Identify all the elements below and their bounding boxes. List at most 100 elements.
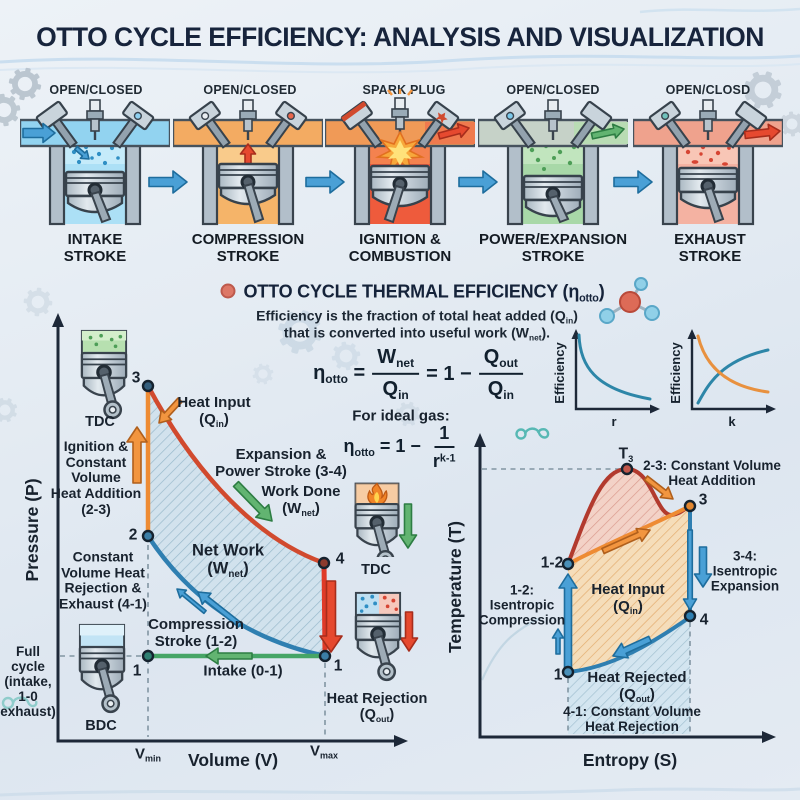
squiggle-icon bbox=[1, 696, 38, 710]
heat-addition-arrow bbox=[126, 426, 148, 484]
fraction-wnet-qin: Wnet Qin bbox=[372, 346, 420, 402]
pv-point-2 bbox=[141, 529, 155, 543]
ts-point-1-label: 1 bbox=[553, 666, 563, 684]
rejection-down-arrow bbox=[399, 611, 419, 652]
stroke-name: EXHAUST STROKE bbox=[674, 230, 746, 265]
mini-chart-xlabel: k bbox=[728, 414, 736, 429]
engine-cylinder-intake bbox=[20, 99, 170, 226]
pv-point-4 bbox=[317, 556, 331, 570]
ts-rejection-arrow bbox=[612, 635, 653, 659]
mini-chart-ylabel: Efficiency bbox=[668, 342, 683, 404]
efficiency-k-falling-curve bbox=[696, 334, 770, 394]
gear-icon bbox=[0, 92, 22, 129]
tdc-right-label: TDC bbox=[361, 561, 391, 578]
exhaust-blowdown-arrow bbox=[319, 580, 343, 653]
engine-cylinder-exhaust bbox=[633, 99, 783, 226]
vmin-tick-label: Vmin bbox=[134, 745, 162, 764]
stroke-name: COMPRESSION STROKE bbox=[191, 230, 305, 265]
compression-curve-arrow bbox=[197, 591, 243, 628]
temperature-axis-label: Temperature (T) bbox=[445, 521, 466, 653]
pv-diagram bbox=[52, 313, 419, 747]
ts-isentropic-compression-label: 1-2: Isentropic Compression bbox=[478, 582, 566, 628]
piston-tdc-green-icon bbox=[80, 329, 128, 420]
net-work-label: Net Work (Wnet) bbox=[191, 541, 265, 581]
intake-label: Intake (0-1) bbox=[203, 662, 283, 680]
molecule-icon bbox=[599, 277, 660, 324]
mini-chart-efficiency-vs-r: Efficiency r bbox=[552, 329, 660, 429]
ts-point-4-label: 4 bbox=[699, 611, 709, 629]
intake-direction-arrow bbox=[205, 647, 253, 665]
ts-expansion-line-arrow bbox=[682, 529, 698, 611]
infinity-squiggle-icon bbox=[515, 427, 550, 440]
flow-arrow-icon bbox=[305, 170, 345, 194]
piston-bdc-icon bbox=[78, 623, 126, 714]
tdc-down-arrow bbox=[398, 503, 418, 549]
decor-curve bbox=[480, 617, 541, 681]
efficiency-r-curve bbox=[577, 333, 652, 401]
efficiency-heading: OTTO CYCLE THERMAL EFFICIENCY (ηotto) bbox=[243, 281, 605, 305]
formula-ideal-lhs: ηotto = 1 − bbox=[343, 435, 421, 459]
panel-valve-label: OPEN/CLOSED bbox=[203, 83, 297, 97]
ts-point-12-label: 1-2 bbox=[540, 554, 564, 572]
spark-burst-icon bbox=[375, 130, 425, 175]
power-flow-arrow bbox=[590, 123, 625, 140]
ts-heat-rejected-label: Heat Rejected (Qout) bbox=[587, 668, 687, 704]
efficiency-desc-line1: Efficiency is the fraction of total heat… bbox=[256, 307, 578, 326]
pv-point-1-left bbox=[141, 649, 155, 663]
ts-point-t3 bbox=[620, 462, 634, 476]
panel-valve-label: OPEN/CLOSD bbox=[665, 83, 751, 97]
piston-heat-rejection-icon bbox=[354, 591, 402, 682]
heat-input-arrow bbox=[158, 397, 183, 424]
expansion-arrow bbox=[232, 480, 273, 522]
compression-small-arrow bbox=[176, 588, 207, 615]
work-done-label: Work Done (Wnet) bbox=[261, 482, 341, 518]
main-efficiency-formula: ηotto = Wnet Qin = 1 − Qout Qin bbox=[313, 346, 523, 402]
ts-point-3 bbox=[683, 499, 697, 513]
ts-t3-label: T3 bbox=[618, 445, 634, 464]
piston-tdc-fire-icon bbox=[354, 482, 400, 557]
ts-point-3-label: 3 bbox=[698, 491, 708, 509]
heat-input-label: Heat Input (Qin) bbox=[177, 393, 251, 429]
formula-lhs: ηotto = bbox=[313, 361, 366, 387]
ideal-gas-label: For ideal gas: bbox=[352, 407, 450, 425]
efficiency-desc-line2: that is converted into useful work (Wnet… bbox=[283, 324, 551, 343]
flow-arrow-icon bbox=[613, 170, 653, 194]
stroke-name: IGNITION & COMBUSTION bbox=[348, 230, 452, 265]
bdc-label: BDC bbox=[85, 717, 117, 734]
pv-point-2-label: 2 bbox=[128, 526, 138, 544]
panel-valve-label: OPEN/CLOSED bbox=[506, 83, 600, 97]
volume-axis-label: Volume (V) bbox=[187, 750, 279, 771]
molecule-dot bbox=[220, 283, 236, 299]
pressure-axis-label: Pressure (P) bbox=[22, 478, 43, 582]
compression-stroke-label: Compression Stroke (1-2) bbox=[148, 616, 244, 650]
pv-point-3 bbox=[141, 379, 155, 393]
entropy-axis-label: Entropy (S) bbox=[582, 750, 678, 771]
mini-chart-ylabel: Efficiency bbox=[552, 342, 567, 404]
ignition-heat-addition-label: Ignition & Constant Volume Heat Addition… bbox=[50, 437, 142, 517]
ts-isentropic-expansion-label: 3-4: Isentropic Expansion bbox=[710, 548, 780, 594]
ts-expansion-side-arrow bbox=[693, 546, 713, 588]
ts-heat-input-arrow bbox=[601, 527, 651, 555]
fraction-1-rk: 1 rk-1 bbox=[432, 423, 456, 471]
flow-arrow-icon bbox=[148, 170, 188, 194]
engine-cylinder-power bbox=[478, 99, 628, 226]
compression-arrow bbox=[239, 143, 257, 165]
tdc-top-label: TDC bbox=[85, 413, 115, 430]
mini-chart-xlabel: r bbox=[611, 414, 616, 429]
exhaust-flow-arrow bbox=[743, 123, 781, 142]
stroke-name: POWER/EXPANSION STROKE bbox=[478, 230, 628, 265]
constant-volume-rejection-label: Constant Volume Heat Rejection & Exhaust… bbox=[59, 548, 147, 612]
panel-valve-label: OPEN/CLOSED bbox=[49, 83, 143, 97]
pv-point-1-right bbox=[318, 649, 332, 663]
pv-point-3-label: 3 bbox=[131, 369, 141, 387]
mini-chart-efficiency-vs-k: Efficiency k bbox=[668, 329, 776, 429]
pv-point-1-right-label: 1 bbox=[333, 657, 343, 675]
pv-point-4-label: 4 bbox=[335, 550, 345, 568]
ts-heat-input-label: Heat Input (Qin) bbox=[591, 580, 665, 616]
engine-cylinder-compression bbox=[173, 99, 323, 226]
combustion-arrow bbox=[437, 122, 470, 140]
ts-compression-arrow bbox=[558, 573, 578, 669]
ts-diagram bbox=[474, 433, 776, 743]
